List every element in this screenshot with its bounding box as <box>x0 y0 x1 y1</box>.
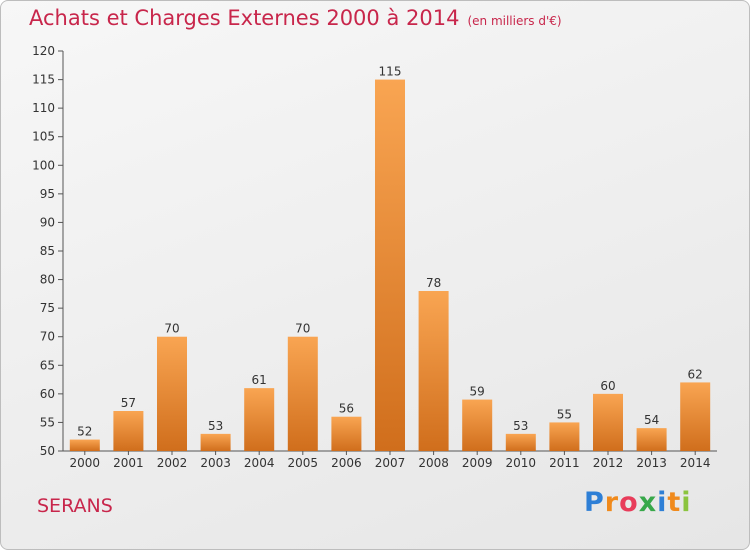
y-tick-label: 85 <box>40 244 55 258</box>
chart-title-text: Achats et Charges Externes 2000 à 2014 <box>29 6 460 30</box>
bar-2004 <box>244 388 275 451</box>
bar-2001 <box>113 411 144 451</box>
y-tick-label: 60 <box>40 387 55 401</box>
x-tick-label: 2008 <box>418 456 449 470</box>
bar-value-label: 53 <box>513 419 528 433</box>
x-tick-label: 2007 <box>375 456 406 470</box>
y-tick-label: 115 <box>32 73 55 87</box>
bar-value-label: 115 <box>379 65 402 79</box>
bar-2009 <box>462 399 493 451</box>
bar-value-label: 55 <box>557 407 572 421</box>
y-tick-label: 75 <box>40 301 55 315</box>
x-tick-label: 2001 <box>113 456 144 470</box>
bar-value-label: 61 <box>252 373 267 387</box>
y-tick-label: 65 <box>40 358 55 372</box>
x-tick-label: 2012 <box>593 456 624 470</box>
proxiti-logo[interactable]: Proxiti <box>584 487 692 518</box>
bar-value-label: 57 <box>121 396 136 410</box>
y-tick-label: 95 <box>40 187 55 201</box>
x-tick-label: 2002 <box>157 456 188 470</box>
x-tick-label: 2010 <box>506 456 537 470</box>
bar-value-label: 53 <box>208 419 223 433</box>
y-tick-label: 70 <box>40 330 55 344</box>
y-tick-label: 100 <box>32 158 55 172</box>
bar-value-label: 78 <box>426 276 441 290</box>
bar-2011 <box>549 422 580 451</box>
y-tick-label: 120 <box>32 44 55 58</box>
y-tick-label: 80 <box>40 273 55 287</box>
commune-name: SERANS <box>37 495 113 517</box>
x-tick-label: 2013 <box>636 456 667 470</box>
bar-value-label: 54 <box>644 413 659 427</box>
bar-value-label: 52 <box>77 425 92 439</box>
chart-unit-note: (en milliers d'€) <box>467 14 562 28</box>
bar-2002 <box>157 336 187 451</box>
bar-value-label: 60 <box>600 379 615 393</box>
x-tick-label: 2009 <box>462 456 493 470</box>
x-tick-label: 2014 <box>680 456 711 470</box>
bar-value-label: 70 <box>164 322 179 336</box>
y-tick-label: 105 <box>32 130 55 144</box>
chart-title: Achats et Charges Externes 2000 à 2014 (e… <box>29 6 562 30</box>
x-tick-label: 2006 <box>331 456 362 470</box>
bar-2013 <box>636 428 667 451</box>
x-tick-label: 2003 <box>200 456 231 470</box>
bar-2010 <box>505 433 536 451</box>
x-tick-label: 2011 <box>549 456 580 470</box>
y-tick-label: 90 <box>40 215 55 229</box>
bar-value-label: 62 <box>688 367 703 381</box>
bar-2007 <box>375 79 405 452</box>
y-tick-label: 55 <box>40 415 55 429</box>
bar-2006 <box>331 416 362 451</box>
y-tick-label: 110 <box>32 101 55 115</box>
bar-value-label: 59 <box>470 385 485 399</box>
bar-value-label: 70 <box>295 322 310 336</box>
bar-2005 <box>287 336 318 451</box>
x-tick-label: 2004 <box>244 456 275 470</box>
y-tick-label: 50 <box>40 444 55 458</box>
bar-2012 <box>593 393 623 451</box>
bar-2008 <box>418 291 449 451</box>
x-tick-label: 2000 <box>70 456 101 470</box>
bar-2003 <box>200 433 231 451</box>
bar-2014 <box>680 382 711 451</box>
bar-2000 <box>69 439 100 451</box>
bar-value-label: 56 <box>339 402 354 416</box>
x-tick-label: 2005 <box>288 456 319 470</box>
